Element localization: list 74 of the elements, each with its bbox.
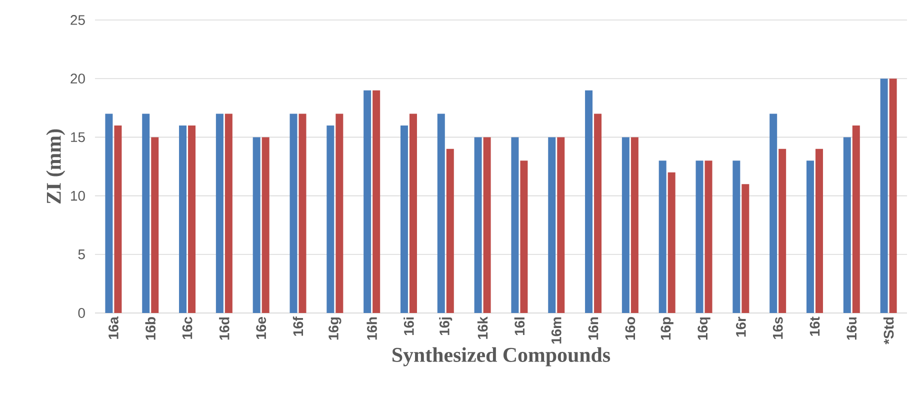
bar [557,137,565,313]
bar [224,114,232,313]
bar [778,148,786,313]
x-tick-label: 16j [439,318,452,336]
x-tick-label: 16r [736,316,746,337]
bar [622,137,630,313]
bar [364,90,372,313]
x-tick-label: 16o [625,317,636,340]
bar [142,114,150,313]
x-tick-label: 16f [292,316,304,336]
bar [216,114,224,313]
bar [742,184,750,313]
bar [326,125,334,313]
x-tick-label: 16c [182,316,192,339]
bar [880,78,888,313]
x-tick-label: 16n [588,317,598,340]
x-tick-label: 16k [477,316,488,339]
bar [732,160,740,313]
bar [630,137,638,313]
bar [852,125,860,313]
bar [252,137,260,313]
bar [770,114,778,313]
bar [511,137,519,313]
bar [409,114,417,313]
x-tick-label: 16i [404,318,414,336]
x-tick-label: 16b [145,317,156,340]
bar [114,125,122,313]
bar [815,148,823,313]
bar [585,90,593,313]
bar [483,137,491,313]
bar [446,148,454,313]
bar [474,137,482,313]
bar [400,125,408,313]
bar [437,114,445,313]
x-tick-label: 16q [698,317,710,340]
y-axis-title: ZI (mm) [46,129,66,204]
bar [548,137,556,313]
x-tick-label: 16h [366,317,377,340]
y-tick-label: 15 [71,132,85,142]
y-tick-label: 5 [78,250,85,260]
x-tick-label: 16e [256,317,266,339]
y-tick-label: 0 [78,308,85,318]
bar [262,137,270,313]
bar [336,114,344,313]
x-tick-label: 16u [846,317,857,340]
bar [889,78,897,313]
bar [520,160,528,313]
x-tick-label: 16m [551,317,562,344]
bar [668,172,676,313]
bar [290,114,298,313]
y-tick-label: 10 [71,190,85,201]
x-axis-title: Synthesized Compounds [392,347,610,366]
x-tick-label: 16p [660,317,674,340]
bar [658,160,666,313]
bar [843,137,851,313]
y-tick-label: 20 [70,74,85,84]
bar [806,160,814,313]
bar [696,160,704,313]
bar [372,90,380,313]
bar [594,114,602,313]
x-tick-label: 16t [810,316,820,336]
bar [704,160,712,313]
bar [105,114,113,313]
x-tick-label: *Std [883,317,894,344]
bar [151,137,159,313]
x-tick-label: 16a [108,316,118,339]
x-tick-label: 16d [219,317,230,340]
x-tick-label: 16l [514,318,525,336]
bar [298,114,306,313]
bar [179,125,187,313]
x-tick-label: 16s [772,317,783,339]
y-tick-label: 25 [70,15,85,25]
bar [188,125,196,313]
x-tick-label: 16g [328,317,342,340]
